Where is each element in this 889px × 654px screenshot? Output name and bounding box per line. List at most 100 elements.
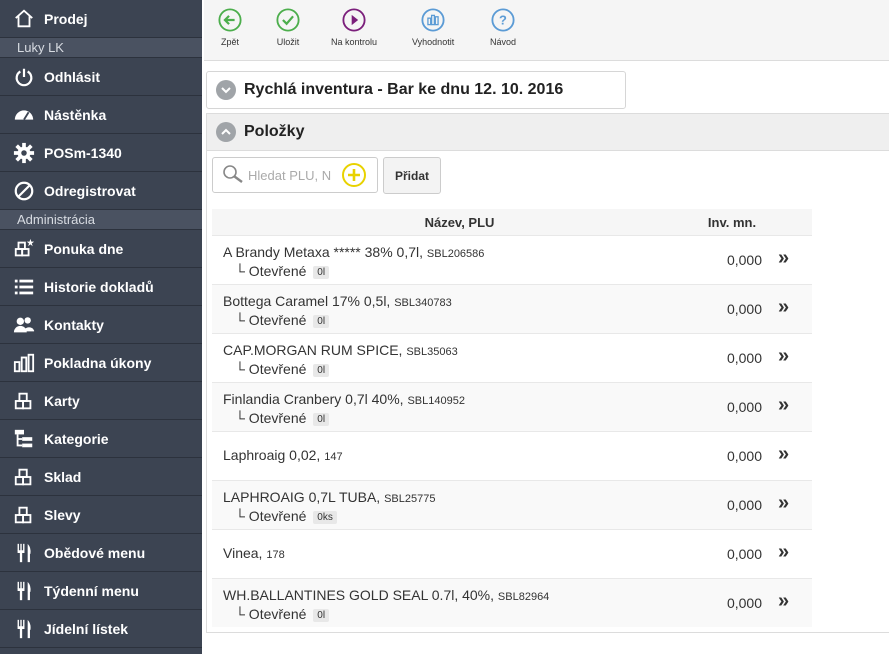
boxes-icon	[12, 465, 36, 489]
check-icon	[276, 8, 300, 32]
sidebar-item-slevy[interactable]: Slevy	[0, 496, 202, 534]
item-plu: SBL140952	[407, 395, 465, 407]
item-plu: SBL206586	[426, 248, 485, 260]
check-label: Na kontrolu	[331, 37, 378, 47]
status-badge: 0ks	[313, 511, 337, 524]
sidebar-item-sklad[interactable]: Sklad	[0, 458, 202, 496]
sidebar-item-label: Sklad	[44, 468, 82, 485]
sidebar-section-admin: Administrácia	[0, 210, 202, 230]
arrow-left-icon	[218, 8, 242, 32]
table-header: Název, PLU Inv. mn.	[212, 209, 812, 235]
item-plu: 147	[324, 451, 343, 463]
sidebar-item-obedove-menu[interactable]: Obědové menu	[0, 534, 202, 572]
double-chevron-right-icon[interactable]: »	[778, 590, 790, 612]
double-chevron-right-icon[interactable]: »	[778, 541, 790, 563]
double-chevron-right-icon[interactable]: »	[778, 345, 790, 367]
back-button[interactable]: Zpět	[218, 8, 242, 47]
table-row[interactable]: Vinea, 178 0,000 »	[212, 529, 812, 578]
sidebar-item-prodej[interactable]: Prodej	[0, 0, 202, 38]
boxes-icon	[12, 503, 36, 527]
sidebar-item-label: Týdenní menu	[44, 582, 139, 599]
column-header-name: Název, PLU	[424, 215, 495, 230]
search-box	[212, 157, 378, 193]
status-badge: 0l	[313, 315, 330, 328]
save-button[interactable]: Uložit	[276, 8, 300, 47]
item-plu: 178	[266, 549, 285, 561]
help-label: Návod	[490, 37, 517, 47]
sidebar-item-label: Kontakty	[44, 316, 104, 333]
check-button[interactable]: Na kontrolu	[331, 8, 377, 47]
add-button[interactable]: Přidat	[383, 157, 441, 194]
item-quantity: 0,000	[726, 350, 762, 366]
status-badge: 0l	[313, 413, 330, 426]
tree-icon	[12, 427, 36, 451]
sidebar-item-label: POSm-1340	[44, 144, 122, 161]
svg-text:?: ?	[499, 13, 507, 28]
sidebar-item-odregistrovat[interactable]: Odregistrovat	[0, 172, 202, 210]
items-header[interactable]: Položky	[207, 114, 889, 151]
sidebar-item-label: Karty	[44, 392, 80, 409]
plus-icon[interactable]	[342, 163, 366, 187]
help-button[interactable]: ? Návod	[490, 8, 516, 47]
items-table: A Brandy Metaxa ***** 38% 0,7l, SBL20658…	[212, 235, 812, 627]
table-row[interactable]: Finlandia Cranbery 0,7l 40%, SBL140952 └…	[212, 382, 812, 431]
table-row[interactable]: WH.BALLANTINES GOLD SEAL 0.7l, 40%, SBL8…	[212, 578, 812, 627]
question-icon: ?	[491, 8, 515, 32]
sidebar-item-label: Prodej	[44, 10, 88, 27]
sidebar-item-nastenka[interactable]: Nástěnka	[0, 96, 202, 134]
inventory-title-panel[interactable]: Rychlá inventura - Bar ke dnu 12. 10. 20…	[206, 71, 626, 109]
table-row[interactable]: Laphroaig 0,02, 147 0,000 »	[212, 431, 812, 480]
sidebar-item-ponuka-dne[interactable]: Ponuka dne	[0, 230, 202, 268]
table-row[interactable]: Bottega Caramel 17% 0,5l, SBL340783 └ Ot…	[212, 284, 812, 333]
sidebar-item-label: Obědové menu	[44, 544, 146, 561]
sidebar-item-kontakty[interactable]: Kontakty	[0, 306, 202, 344]
status-badge: 0l	[313, 609, 330, 622]
search-icon	[222, 164, 244, 186]
sidebar-item-posm[interactable]: POSm-1340	[0, 134, 202, 172]
item-name: LAPHROAIG 0,7L TUBA, SBL25775	[223, 489, 436, 505]
item-plu: SBL340783	[394, 297, 452, 309]
item-sub: └ Otevřené 0l	[235, 361, 330, 377]
dashboard-icon	[12, 103, 36, 127]
item-quantity: 0,000	[726, 252, 762, 268]
sidebar-item-label: Slevy	[44, 506, 81, 523]
status-badge: 0l	[313, 266, 330, 279]
sidebar-item-kategorie[interactable]: Kategorie	[0, 420, 202, 458]
sidebar-item-label: Pokladna úkony	[44, 354, 152, 371]
sidebar-item-karty[interactable]: Karty	[0, 382, 202, 420]
play-icon	[342, 8, 366, 32]
chevron-up-icon	[216, 122, 236, 142]
table-row[interactable]: A Brandy Metaxa ***** 38% 0,7l, SBL20658…	[212, 235, 812, 284]
double-chevron-right-icon[interactable]: »	[778, 492, 790, 514]
chevron-down-icon	[216, 80, 236, 100]
sidebar-item-label: Jídelní lístek	[44, 620, 129, 637]
sidebar-item-label: Historie dokladů	[44, 278, 154, 295]
item-name: Finlandia Cranbery 0,7l 40%, SBL140952	[223, 391, 465, 407]
sidebar-item-odhlasit[interactable]: Odhlásit	[0, 58, 202, 96]
cutlery-icon	[12, 579, 36, 603]
double-chevron-right-icon[interactable]: »	[778, 394, 790, 416]
sidebar-item-jidelni-listek[interactable]: Jídelní lístek	[0, 610, 202, 648]
evaluate-button[interactable]: Vyhodnotit	[412, 8, 454, 47]
item-name: Laphroaig 0,02, 147	[223, 447, 343, 463]
item-quantity: 0,000	[726, 301, 762, 317]
sidebar-section-user: Luky LK	[0, 38, 202, 58]
item-plu: SBL82964	[497, 591, 550, 603]
list-icon	[12, 275, 36, 299]
sidebar-item-historie-dokladu[interactable]: Historie dokladů	[0, 268, 202, 306]
page-title: Rychlá inventura - Bar ke dnu 12. 10. 20…	[244, 81, 564, 98]
double-chevron-right-icon[interactable]: »	[778, 443, 790, 465]
table-row[interactable]: LAPHROAIG 0,7L TUBA, SBL25775 └ Otevřené…	[212, 480, 812, 529]
sidebar-item-label: Odhlásit	[44, 68, 101, 85]
item-name: A Brandy Metaxa ***** 38% 0,7l, SBL20658…	[223, 244, 485, 260]
item-name: Bottega Caramel 17% 0,5l, SBL340783	[223, 293, 452, 309]
sidebar-item-pokladna-ukony[interactable]: Pokladna úkony	[0, 344, 202, 382]
table-row[interactable]: CAP.MORGAN RUM SPICE, SBL35063 └ Otevřen…	[212, 333, 812, 382]
search-input[interactable]	[248, 167, 336, 183]
item-name: CAP.MORGAN RUM SPICE, SBL35063	[223, 342, 458, 358]
boxes-icon	[12, 389, 36, 413]
double-chevron-right-icon[interactable]: »	[778, 296, 790, 318]
item-quantity: 0,000	[726, 595, 762, 611]
double-chevron-right-icon[interactable]: »	[778, 247, 790, 269]
sidebar-item-tydenni-menu[interactable]: Týdenní menu	[0, 572, 202, 610]
